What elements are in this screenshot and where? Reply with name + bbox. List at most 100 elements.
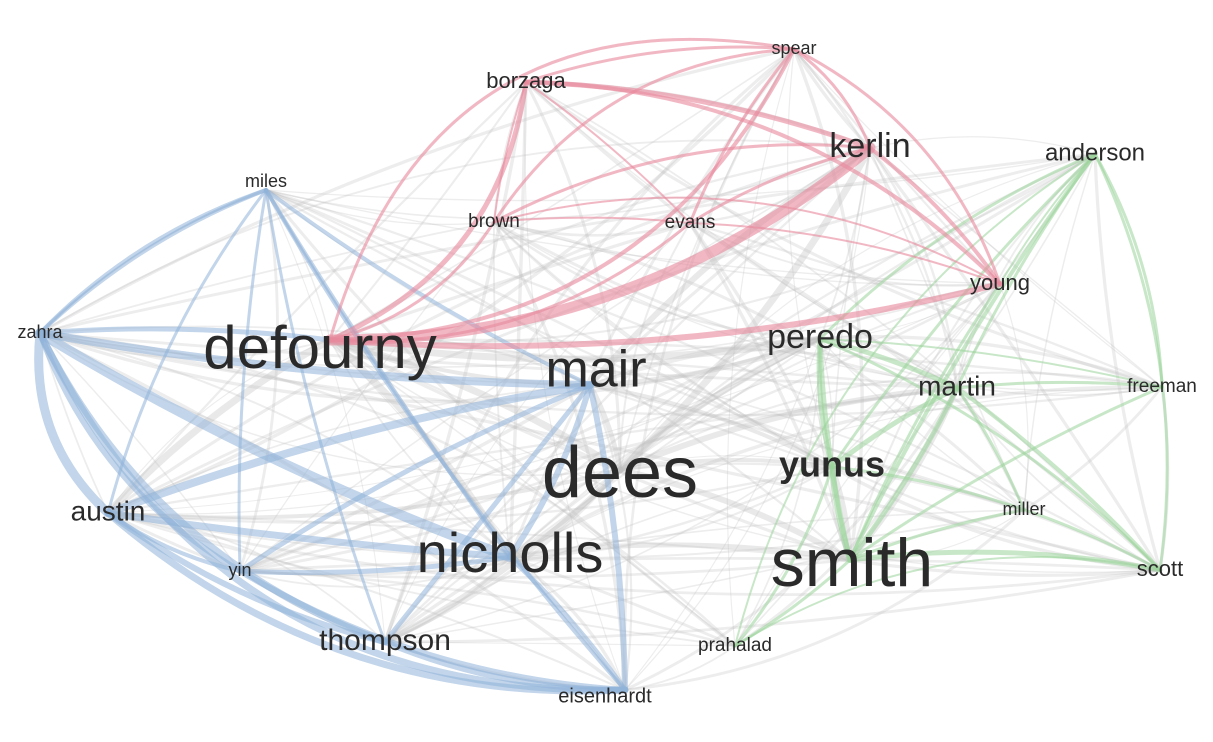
edge-anderson-freeman: [1093, 152, 1164, 389]
edge-kerlin-zahra: [39, 139, 871, 334]
edge-spear-eisenhardt: [623, 47, 796, 692]
edge-austin-spear: [106, 47, 796, 515]
edge-smith-nicholls: [507, 542, 853, 563]
edge-spear-freeman: [793, 48, 1163, 388]
edge-scott-evans: [688, 221, 1162, 572]
edge-martin-austin: [106, 386, 959, 515]
edge-martin-smith: [847, 385, 960, 563]
edge-nicholls-brown: [492, 221, 511, 558]
edges-red: [324, 37, 1003, 350]
node-scott[interactable]: scott: [1137, 556, 1183, 581]
edge-yunus-miles: [264, 188, 834, 469]
edge-brown-young: [493, 196, 1001, 285]
edge-dees-smith: [617, 467, 853, 563]
edge-borzaga-evans: [525, 81, 691, 224]
edge-nicholls-young: [509, 283, 1001, 558]
edge-austin-eisenhardt: [104, 509, 629, 695]
edge-miles-mair: [264, 188, 592, 387]
node-thompson[interactable]: thompson: [319, 624, 451, 657]
edge-freeman-martin: [955, 380, 1164, 390]
edge-miles-zahra: [39, 189, 267, 334]
node-defourny[interactable]: defourny: [203, 314, 437, 381]
edge-dees-yunus: [618, 457, 834, 472]
node-nicholls[interactable]: nicholls: [417, 521, 604, 584]
edge-yin-mair: [237, 382, 593, 574]
node-miles[interactable]: miles: [245, 171, 287, 191]
edge-smith-austin: [107, 512, 851, 561]
edge-austin-scott: [106, 511, 1162, 596]
edge-borzaga-evans: [524, 80, 692, 225]
edge-miles-austin: [106, 188, 268, 515]
node-brown[interactable]: brown: [468, 211, 520, 232]
edge-prahalad-yunus: [733, 465, 834, 648]
node-spear[interactable]: spear: [771, 38, 816, 58]
edge-zahra-brown: [39, 221, 495, 334]
edge-dees-kerlin: [616, 144, 874, 474]
node-austin[interactable]: austin: [71, 495, 146, 526]
node-anderson[interactable]: anderson: [1045, 139, 1145, 166]
node-evans[interactable]: evans: [665, 212, 716, 233]
node-peredo[interactable]: peredo: [767, 318, 873, 356]
edge-martin-yin: [238, 386, 959, 573]
edge-thompson-borzaga: [383, 80, 528, 644]
edge-mair-yunus: [588, 383, 834, 469]
edge-miles-thompson: [264, 188, 387, 644]
edge-thompson-mair: [382, 382, 593, 645]
node-yin[interactable]: yin: [228, 560, 251, 580]
edge-yunus-spear: [786, 48, 833, 468]
edge-kerlin-eisenhardt: [624, 147, 871, 691]
edge-nicholls-thompson: [383, 555, 512, 644]
node-kerlin[interactable]: kerlin: [829, 127, 910, 165]
edge-dees-thompson: [383, 468, 622, 644]
edge-dees-peredo: [617, 336, 823, 473]
node-dees[interactable]: dees: [542, 433, 698, 513]
edge-brown-spear: [492, 47, 796, 224]
edge-miles-yin: [237, 188, 268, 573]
edge-yunus-brown: [493, 221, 833, 468]
edge-brown-evans: [493, 216, 691, 224]
edge-kerlin-austin: [106, 146, 872, 515]
edge-dees-freeman: [618, 371, 1164, 472]
node-mair[interactable]: mair: [545, 341, 646, 399]
edge-thompson-young: [384, 283, 1001, 643]
edge-defourny-scott: [329, 339, 1161, 574]
edge-spear-zahra: [38, 47, 796, 335]
edge-smith-spear: [792, 47, 864, 562]
edge-martin-spear: [792, 47, 959, 390]
edge-borzaga-brown: [493, 81, 527, 223]
edge-zahra-eisenhardt: [38, 331, 627, 692]
node-zahra[interactable]: zahra: [17, 322, 63, 342]
node-prahalad[interactable]: prahalad: [698, 635, 772, 656]
node-eisenhardt[interactable]: eisenhardt: [558, 685, 652, 707]
edge-defourny-peredo: [326, 335, 824, 363]
node-smith[interactable]: smith: [771, 525, 933, 601]
edge-peredo-austin: [107, 338, 821, 515]
edge-dees-anderson: [619, 153, 1096, 471]
node-martin[interactable]: martin: [918, 370, 996, 401]
edge-thompson-miles: [265, 189, 386, 643]
edge-peredo-brown: [492, 220, 822, 341]
edge-yin-nicholls: [237, 554, 513, 576]
edge-anderson-miller: [1023, 153, 1096, 511]
edge-thompson-freeman: [383, 385, 1164, 644]
edge-nicholls-eisenhardt: [508, 555, 627, 692]
node-yunus[interactable]: yunus: [779, 444, 885, 485]
edge-zahra-mair: [36, 329, 594, 389]
node-freeman[interactable]: freeman: [1127, 376, 1197, 397]
node-borzaga[interactable]: borzaga: [486, 68, 566, 93]
edge-young-prahalad: [734, 283, 1001, 647]
edge-yunus-austin: [106, 465, 834, 524]
edge-nicholls-yin: [239, 556, 511, 588]
edge-brown-freeman: [493, 221, 1163, 392]
edge-prahalad-scott: [734, 556, 1161, 647]
edge-yunus-kerlin: [831, 147, 871, 468]
edge-defourny-borzaga: [327, 79, 529, 343]
edge-kerlin-young: [868, 146, 1002, 286]
node-young[interactable]: young: [970, 270, 1030, 295]
edge-zahra-miles: [38, 188, 268, 335]
node-miller[interactable]: miller: [1003, 499, 1046, 519]
edge-freeman-peredo: [819, 338, 1163, 388]
edge-martin-brown: [492, 220, 959, 390]
edge-defourny-evans: [328, 221, 692, 343]
